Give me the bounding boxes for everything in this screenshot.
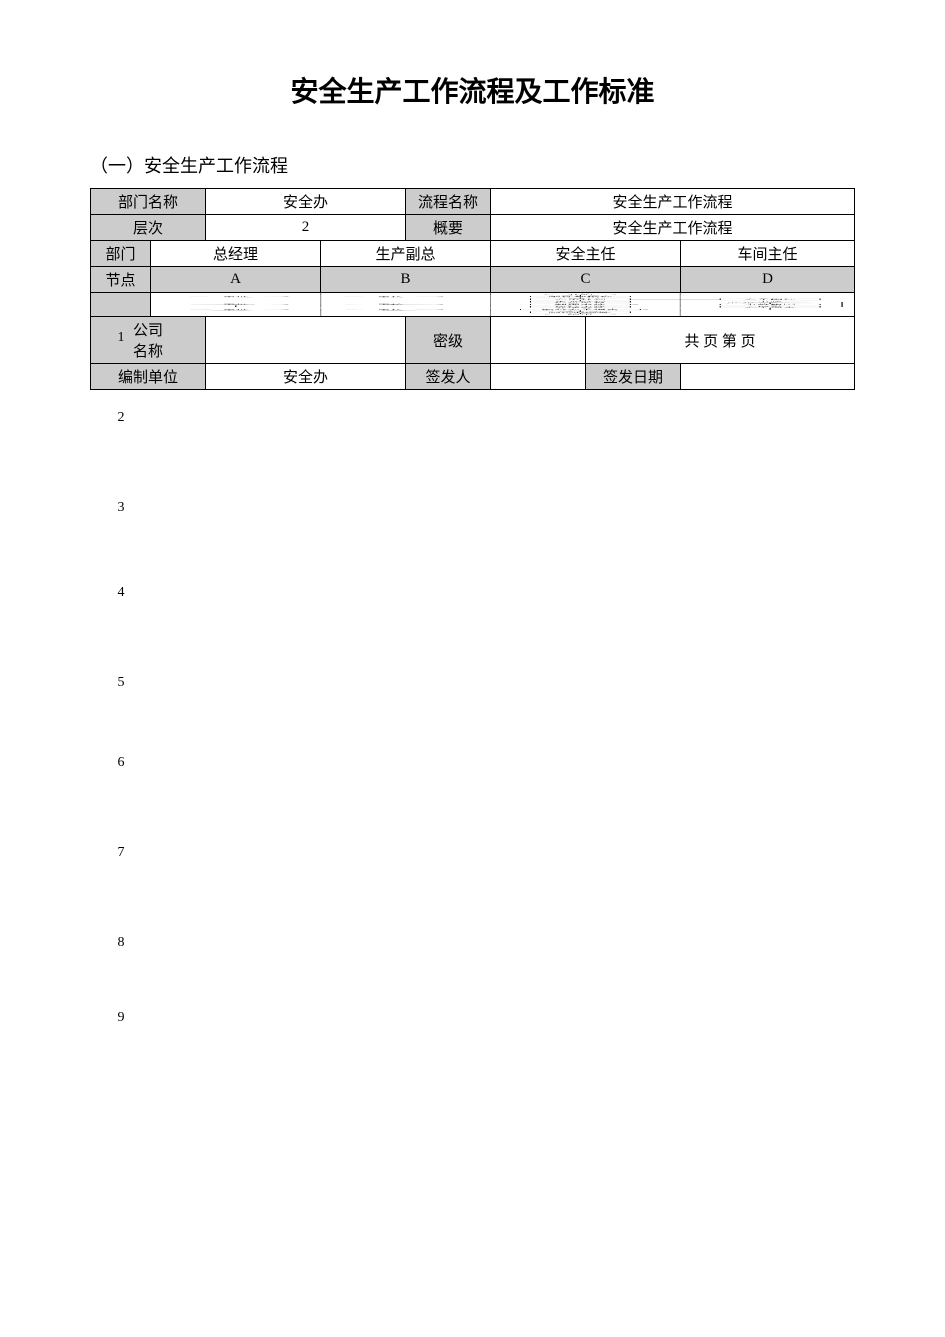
flow-node-c6: 执行事故处理办法 bbox=[530, 306, 630, 307]
flow-node-b7: 审核 bbox=[346, 309, 436, 310]
hdr-node-col-a: A bbox=[151, 267, 321, 293]
flow-node-a2: 审批 bbox=[191, 296, 281, 297]
hdr-node-col-d: D bbox=[681, 267, 855, 293]
row-number: 5 bbox=[91, 675, 151, 691]
flow-node-a5: 审批 bbox=[191, 304, 281, 305]
hdr-node-col-c: C bbox=[491, 267, 681, 293]
row-number: 8 bbox=[91, 935, 151, 951]
ftr-secret-label: 密级 bbox=[406, 317, 491, 364]
ftr-date-label: 签发日期 bbox=[586, 364, 681, 390]
flow-node-c4: 生产过程检查监督 bbox=[530, 301, 630, 302]
row-number: 9 bbox=[91, 1010, 151, 1026]
flow-node-d6: 提交安全报表 bbox=[720, 306, 820, 307]
ftr-author-val: 安全办 bbox=[206, 364, 406, 390]
hdr-dept-label: 部门 bbox=[91, 241, 151, 267]
hdr-dept-col-b: 生产副总 bbox=[321, 241, 491, 267]
flow-node-end: 结束 bbox=[545, 314, 615, 315]
flow-node-a7: 审批 bbox=[191, 309, 281, 310]
flowchart-canvas: 123456789 开始制定年度安全计划指标审核审批执行安全计划车间安全指标生产… bbox=[91, 293, 855, 317]
hdr-dept-col-c: 安全主任 bbox=[491, 241, 681, 267]
flow-node-start: 开始 bbox=[545, 294, 615, 295]
hdr-summary-label: 概要 bbox=[406, 215, 491, 241]
flow-node-c5: 制定事故处理办法 bbox=[530, 304, 630, 305]
hdr-dept-col-a: 总经理 bbox=[151, 241, 321, 267]
hdr-dept-col-d: 车间主任 bbox=[681, 241, 855, 267]
row-number: 6 bbox=[91, 755, 151, 771]
row-number: 7 bbox=[91, 845, 151, 861]
flow-node-b5: 审核 bbox=[346, 304, 436, 305]
flow-node-d5: 事故原因分析 bbox=[720, 304, 820, 305]
hdr-dept-name-label: 部门名称 bbox=[91, 189, 206, 215]
page-title: 安全生产工作流程及工作标准 bbox=[90, 70, 855, 110]
hdr-dept-name-val: 安全办 bbox=[206, 189, 406, 215]
row-number: 4 bbox=[91, 585, 151, 601]
flow-node-c8: 制定安全生产新措施 bbox=[530, 312, 630, 313]
hdr-level-val: 2 bbox=[206, 215, 406, 241]
hdr-flow-name-label: 流程名称 bbox=[406, 189, 491, 215]
ftr-secret-val bbox=[491, 317, 586, 364]
flow-node-b2: 审核 bbox=[346, 296, 436, 297]
row-number: 1 bbox=[91, 330, 151, 346]
hdr-summary-val: 安全生产工作流程 bbox=[491, 215, 855, 241]
ftr-signer-val bbox=[491, 364, 586, 390]
hdr-node-label: 节点 bbox=[91, 267, 151, 293]
flow-node-d4: 事故 bbox=[730, 301, 810, 302]
flow-node-c3: 执行安全计划 bbox=[530, 299, 630, 300]
flow-svg: 开始制定年度安全计划指标审核审批执行安全计划车间安全指标生产过程检查监督事故制定… bbox=[91, 293, 854, 316]
flow-node-d3: 车间安全指标 bbox=[720, 299, 820, 300]
ftr-pages: 共 页 第 页 bbox=[586, 317, 855, 364]
flow-node-c2: 制定年度安全计划指标 bbox=[530, 296, 630, 297]
hdr-flow-name-val: 安全生产工作流程 bbox=[491, 189, 855, 215]
ftr-author-label: 编制单位 bbox=[91, 364, 206, 390]
row-number: 2 bbox=[91, 410, 151, 426]
row-number: 3 bbox=[91, 500, 151, 516]
ftr-signer-label: 签发人 bbox=[406, 364, 491, 390]
hdr-node-col-b: B bbox=[321, 267, 491, 293]
flow-node-c7: 汇总安全报表编写安全报告 bbox=[520, 309, 640, 310]
process-table: 部门名称 安全办 流程名称 安全生产工作流程 层次 2 概要 安全生产工作流程 … bbox=[90, 188, 855, 390]
ftr-company-val bbox=[206, 317, 406, 364]
section-subtitle: （一）安全生产工作流程 bbox=[90, 152, 855, 178]
hdr-level-label: 层次 bbox=[91, 215, 206, 241]
ftr-date-val bbox=[681, 364, 855, 390]
